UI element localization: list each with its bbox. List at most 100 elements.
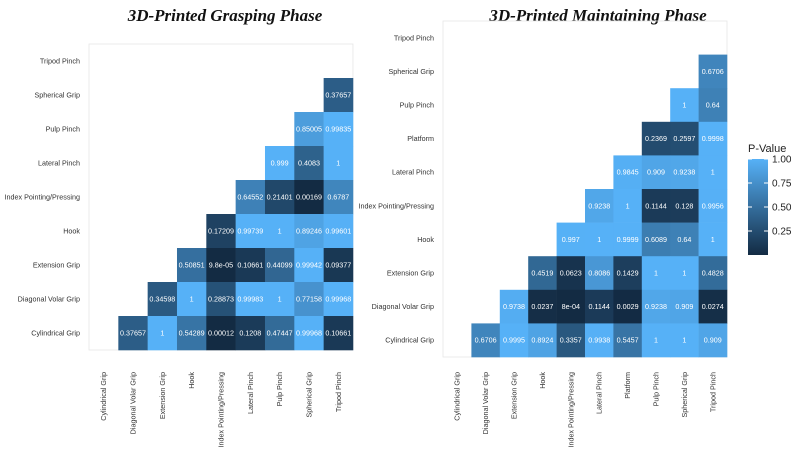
maintaining-cell-value: 0.1144 <box>588 302 609 311</box>
grasping-cell-value: 0.64552 <box>237 193 263 202</box>
maintaining-cell <box>698 54 728 89</box>
grasping-cell-value: 0.17209 <box>208 227 234 236</box>
maintaining-cell <box>670 323 699 358</box>
maintaining-row-label: Cylindrical Grip <box>385 336 434 345</box>
grasping-cell <box>147 316 178 351</box>
maintaining-cell-value: 1 <box>711 168 715 177</box>
grasping-cell-value: 0.99739 <box>237 227 263 236</box>
grasping-cell <box>294 248 324 283</box>
grasping-cell-value: 0.99983 <box>237 295 263 304</box>
maintaining-cell-value: 0.9995 <box>503 336 525 345</box>
maintaining-cell <box>556 323 586 358</box>
legend-tick-label: 1.00 <box>772 155 792 166</box>
maintaining-cell-value: 0.9238 <box>645 302 667 311</box>
maintaining-cell-value: 0.5457 <box>617 336 639 345</box>
grasping-cell-value: 0.34598 <box>149 295 175 304</box>
maintaining-cell-value: 0.0274 <box>702 302 724 311</box>
maintaining-cell <box>585 289 614 324</box>
grasping-cell-value: 0.99942 <box>296 261 322 270</box>
maintaining-cell <box>585 323 614 358</box>
grasping-cell <box>294 282 324 317</box>
grasping-cell <box>235 316 266 351</box>
maintaining-col-label: Cylindrical Grip <box>453 372 462 421</box>
maintaining-cell <box>641 289 671 324</box>
maintaining-cell <box>641 323 671 358</box>
grasping-cell-value: 0.77158 <box>296 295 322 304</box>
maintaining-cell <box>641 222 671 257</box>
maintaining-row-label: Diagonal Volar Grip <box>372 302 434 311</box>
grasping-cell <box>235 214 266 249</box>
grasping-cell <box>294 180 324 215</box>
grasping-heatmap: 3D-Printed Grasping Phase 0.37657 0.85005… <box>4 6 354 448</box>
maintaining-cell-value: 0.1144 <box>645 201 666 210</box>
maintaining-cell-value: 0.8086 <box>588 269 610 278</box>
maintaining-cell-value: 0.909 <box>647 168 665 177</box>
grasping-cell-value: 0.89246 <box>296 227 322 236</box>
maintaining-col-label: Extension Grip <box>510 372 519 419</box>
grasping-cell <box>235 282 266 317</box>
maintaining-cell <box>613 323 643 358</box>
maintaining-cell-value: 0.9238 <box>673 168 695 177</box>
maintaining-cell-value: 0.3357 <box>560 336 582 345</box>
maintaining-cell-value: 0.6089 <box>645 235 667 244</box>
grasping-row-label: Index Pointing/Pressing <box>4 193 80 202</box>
maintaining-row-label: Platform <box>407 134 434 143</box>
maintaining-cell <box>613 155 643 190</box>
grasping-cell-value: 0.54289 <box>179 329 205 338</box>
grasping-cell <box>235 180 266 215</box>
maintaining-cell-value: 0.1429 <box>617 269 639 278</box>
maintaining-cell <box>698 256 728 291</box>
maintaining-cell-value: 0.9999 <box>617 235 639 244</box>
grasping-cell-value: 0.21401 <box>267 193 293 202</box>
maintaining-cell-value: 1 <box>711 235 715 244</box>
grasping-cell-value: 1 <box>160 329 164 338</box>
legend-tick-label: 0.50 <box>772 203 792 214</box>
maintaining-cell-value: 0.9738 <box>503 302 525 311</box>
maintaining-cell-value: 0.909 <box>675 302 693 311</box>
grasping-cell <box>323 180 354 215</box>
grasping-cell <box>323 112 354 147</box>
grasping-row-label: Lateral Pinch <box>38 159 80 168</box>
maintaining-cell <box>641 121 671 156</box>
maintaining-cell <box>641 155 671 190</box>
grasping-col-label: Spherical Grip <box>304 372 313 418</box>
grasping-col-label: Lateral Pinch <box>246 372 255 414</box>
grasping-cell <box>264 180 295 215</box>
maintaining-cell <box>556 289 586 324</box>
grasping-row-label: Extension Grip <box>33 261 80 270</box>
grasping-title: 3D-Printed Grasping Phase <box>127 6 323 25</box>
maintaining-cell <box>670 222 699 257</box>
grasping-cell-value: 1 <box>278 227 282 236</box>
grasping-cell <box>294 316 324 351</box>
maintaining-cell <box>556 256 586 291</box>
grasping-cell <box>147 282 178 317</box>
maintaining-cell-value: 1 <box>597 235 601 244</box>
pvalue-legend: P-Value 1.00 0.75 0.50 0.25 <box>748 143 792 255</box>
maintaining-cell <box>613 256 643 291</box>
grasping-cell <box>206 214 236 249</box>
grasping-cell-value: 9.8e-05 <box>209 261 233 270</box>
grasping-cell <box>206 248 236 283</box>
maintaining-col-label: Diagonal Volar Grip <box>481 372 490 434</box>
maintaining-row-label: Hook <box>417 235 434 244</box>
grasping-cell <box>323 78 354 113</box>
grasping-cell <box>264 316 295 351</box>
maintaining-cell <box>698 121 728 156</box>
grasping-col-label: Extension Grip <box>158 372 167 419</box>
maintaining-cell <box>698 88 728 123</box>
grasping-cell <box>294 112 324 147</box>
grasping-cell-value: 0.00169 <box>296 193 322 202</box>
grasping-row-label: Tripod Pinch <box>40 57 80 66</box>
maintaining-cell-value: 1 <box>626 201 630 210</box>
maintaining-cell-value: 0.128 <box>675 201 693 210</box>
maintaining-cell-value: 0.6706 <box>475 336 497 345</box>
grasping-cell-value: 0.85005 <box>296 125 322 134</box>
grasping-cell <box>264 282 295 317</box>
maintaining-row-label: Lateral Pinch <box>392 168 434 177</box>
maintaining-cell <box>670 121 699 156</box>
grasping-row-label: Hook <box>63 227 80 236</box>
grasping-cell <box>294 146 324 181</box>
grasping-cell-value: 0.37657 <box>120 329 146 338</box>
grasping-cell-value: 0.00012 <box>208 329 234 338</box>
maintaining-cell-value: 0.9956 <box>702 201 724 210</box>
